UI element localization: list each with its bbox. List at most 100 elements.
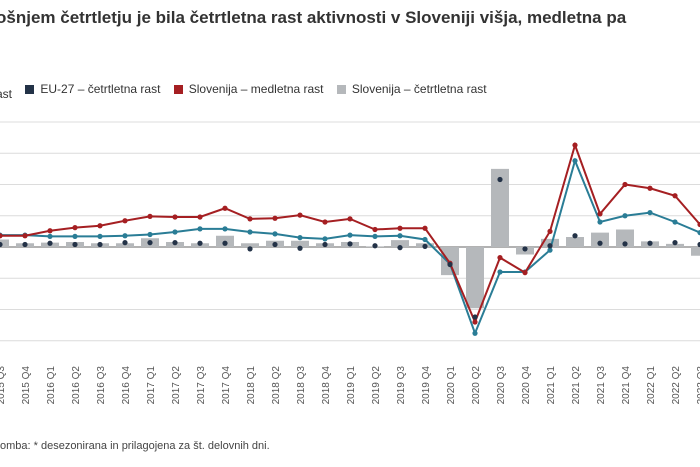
point-eu-yearly — [672, 219, 678, 225]
point-eu-quarterly — [447, 261, 453, 268]
x-tick-label: 2017 Q1 — [146, 366, 157, 405]
point-eu-quarterly — [147, 240, 153, 246]
point-si-yearly — [122, 218, 128, 224]
point-eu-quarterly — [97, 241, 103, 248]
legend-label-eu-quarterly: EU-27 – četrtletna rast — [40, 82, 161, 96]
x-tick-label: 2022 Q2 — [671, 366, 682, 405]
x-tick-label: 2017 Q2 — [171, 366, 182, 405]
x-tick-label: 2017 Q3 — [196, 366, 207, 405]
point-eu-quarterly — [422, 243, 428, 249]
point-eu-quarterly — [622, 241, 628, 247]
point-eu-yearly — [497, 269, 503, 275]
x-tick-label: 2019 Q4 — [421, 366, 432, 405]
point-eu-yearly — [372, 233, 378, 239]
legend-swatch-si-quarterly — [336, 84, 346, 94]
point-eu-quarterly — [22, 241, 28, 248]
point-eu-quarterly — [347, 241, 353, 247]
point-si-yearly — [672, 193, 678, 199]
point-eu-yearly — [47, 233, 53, 239]
x-tick-label: 2021 Q4 — [621, 366, 632, 405]
bar-si-quarterly — [391, 240, 409, 247]
legend-item-eu-yearly: rast — [0, 87, 12, 101]
point-eu-quarterly — [197, 240, 203, 246]
bar-si-quarterly — [491, 168, 509, 247]
x-tick-label: 2022 Q1 — [646, 366, 657, 405]
point-eu-yearly — [697, 230, 700, 236]
chart-title: ošnjem četrtletju je bila četrtletna ras… — [0, 8, 627, 27]
point-eu-quarterly — [397, 245, 403, 251]
point-eu-yearly — [397, 233, 403, 239]
point-eu-quarterly — [572, 233, 578, 239]
x-tick-label: 2016 Q1 — [46, 366, 57, 405]
footnote: omba: * desezonirana in prilagojena za š… — [0, 440, 270, 452]
x-tick-label: 2015 Q3 — [0, 366, 7, 405]
legend-swatch-eu-quarterly — [25, 84, 35, 94]
point-si-yearly — [522, 270, 528, 276]
point-eu-yearly — [622, 213, 628, 219]
point-eu-quarterly — [297, 245, 303, 251]
point-si-yearly — [622, 181, 628, 188]
point-eu-quarterly — [122, 240, 128, 246]
point-si-yearly — [547, 228, 553, 234]
point-eu-yearly — [247, 229, 253, 235]
bar-si-quarterly — [691, 247, 700, 256]
point-eu-yearly — [297, 235, 303, 241]
bar-si-quarterly — [241, 243, 259, 247]
x-tick-label: 2021 Q1 — [546, 366, 557, 405]
point-eu-yearly — [147, 231, 153, 238]
point-eu-yearly — [272, 231, 278, 237]
point-eu-yearly — [472, 330, 478, 336]
point-eu-quarterly — [372, 243, 378, 249]
point-eu-yearly — [97, 233, 103, 239]
point-eu-quarterly — [522, 246, 528, 252]
point-eu-quarterly — [0, 241, 3, 248]
x-tick-label: 2018 Q3 — [296, 366, 307, 405]
legend-item-si-yearly: Slovenija – medletna rast — [173, 82, 324, 96]
legend-label-si-yearly: Slovenija – medletna rast — [188, 82, 324, 96]
point-si-yearly — [597, 211, 603, 217]
bar-si-quarterly — [591, 232, 609, 247]
x-tick-label: 2018 Q2 — [271, 366, 282, 405]
point-eu-quarterly — [47, 240, 53, 246]
point-eu-quarterly — [222, 240, 228, 246]
point-si-yearly — [322, 219, 328, 225]
point-si-yearly — [272, 215, 278, 221]
x-tick-label: 2021 Q2 — [571, 366, 582, 405]
x-tick-label: 2019 Q1 — [346, 366, 357, 405]
point-eu-yearly — [72, 233, 78, 239]
x-tick-label: 2016 Q4 — [121, 366, 132, 405]
legend: rast EU-27 – četrtletna rast Slovenija –… — [0, 82, 497, 101]
bar-si-quarterly — [566, 237, 584, 247]
point-si-yearly — [372, 226, 378, 233]
point-eu-quarterly — [647, 240, 653, 246]
bar-si-quarterly — [541, 238, 559, 247]
point-eu-quarterly — [597, 240, 603, 246]
point-si-yearly — [47, 228, 53, 234]
point-eu-quarterly — [72, 241, 78, 248]
point-si-yearly — [647, 185, 653, 191]
bar-si-quarterly — [616, 229, 634, 247]
point-eu-quarterly — [497, 176, 503, 183]
point-si-yearly — [572, 142, 578, 148]
point-eu-quarterly — [272, 241, 278, 248]
point-si-yearly — [97, 223, 103, 229]
point-si-yearly — [697, 221, 700, 228]
x-tick-label: 2015 Q4 — [21, 366, 32, 405]
x-tick-label: 2018 Q4 — [321, 366, 332, 405]
point-si-yearly — [397, 225, 403, 231]
point-eu-yearly — [222, 226, 228, 232]
point-eu-yearly — [122, 233, 128, 239]
point-eu-yearly — [647, 210, 653, 216]
bar-si-quarterly — [0, 239, 9, 247]
legend-item-si-quarterly: Slovenija – četrtletna rast — [336, 82, 487, 96]
x-tick-label: 2020 Q2 — [471, 366, 482, 405]
point-eu-yearly — [547, 247, 553, 253]
point-eu-quarterly — [472, 314, 478, 320]
point-eu-quarterly — [547, 243, 553, 249]
x-tick-label: 2020 Q1 — [446, 366, 457, 405]
x-tick-label: 2019 Q2 — [371, 366, 382, 405]
point-eu-yearly — [322, 236, 328, 242]
point-si-yearly — [422, 225, 428, 231]
point-si-yearly — [172, 214, 178, 220]
